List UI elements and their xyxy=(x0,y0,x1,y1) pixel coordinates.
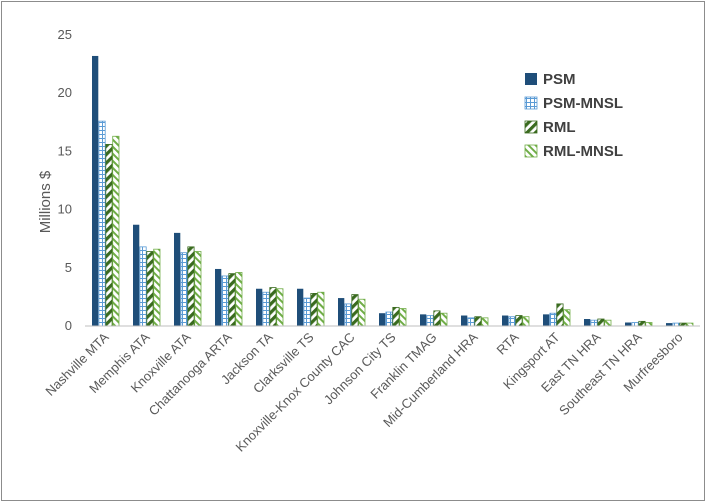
bar-psm-mnsl xyxy=(549,312,557,327)
legend-swatch-rml-mnsl xyxy=(524,144,538,158)
legend-label-rml: RML xyxy=(543,119,576,136)
bar-psm xyxy=(215,268,222,326)
bar-rml xyxy=(638,320,646,327)
bar-psm xyxy=(584,319,591,326)
bar-rml xyxy=(351,294,359,327)
bar-psm xyxy=(543,314,550,326)
legend-label-psm-mnsl: PSM-MNSL xyxy=(543,95,623,112)
bar-rml-mnsl xyxy=(276,288,284,327)
bar-rml-mnsl xyxy=(153,248,161,327)
bar-psm-mnsl xyxy=(262,291,270,327)
bar-psm-mnsl xyxy=(180,252,188,327)
bar-rml xyxy=(392,306,400,327)
bar-psm-mnsl xyxy=(303,297,311,327)
bar-rml-mnsl xyxy=(317,291,325,327)
y-tick-label: 0 xyxy=(65,318,72,333)
bar-rml xyxy=(597,318,605,327)
bar-psm-mnsl xyxy=(139,246,147,327)
bar-rml xyxy=(269,287,277,327)
bar-rml-mnsl xyxy=(522,316,530,327)
bar-psm xyxy=(461,315,468,326)
bar-psm-mnsl xyxy=(221,275,229,327)
bar-rml-mnsl xyxy=(563,309,571,327)
bar-psm-mnsl xyxy=(631,322,639,327)
bar-psm xyxy=(256,288,263,326)
bar-psm-mnsl xyxy=(590,319,598,327)
bar-rml xyxy=(474,316,482,327)
y-tick-label: 20 xyxy=(58,85,72,100)
bar-rml xyxy=(556,303,564,327)
bar-rml-mnsl xyxy=(440,312,448,327)
bar-psm xyxy=(420,314,427,326)
bar-psm xyxy=(379,313,386,326)
bar-rml xyxy=(515,315,523,327)
bar-rml-mnsl xyxy=(194,251,202,327)
bar-psm xyxy=(666,323,673,326)
x-category-label: RTA xyxy=(493,329,521,357)
bar-psm-mnsl xyxy=(467,317,475,327)
x-category-label: Johnson City TS xyxy=(321,329,399,407)
y-tick-label: 10 xyxy=(58,202,72,217)
bar-rml xyxy=(187,246,195,327)
bar-rml xyxy=(310,293,318,327)
bar-rml xyxy=(228,273,236,327)
bar-rml-mnsl xyxy=(399,308,407,327)
legend-swatch-psm xyxy=(525,73,537,85)
bar-rml-mnsl xyxy=(112,135,120,327)
bar-psm-mnsl xyxy=(385,311,393,327)
bar-psm xyxy=(625,322,632,326)
bar-rml-mnsl xyxy=(481,317,489,327)
bar-psm-mnsl xyxy=(508,316,516,327)
bar-rml xyxy=(105,144,113,327)
bar-psm xyxy=(297,288,304,326)
bar-rml xyxy=(146,251,154,327)
bar-rml-mnsl xyxy=(358,298,366,327)
bar-psm xyxy=(174,232,181,326)
bar-psm-mnsl xyxy=(344,303,352,327)
legend-swatch-rml xyxy=(524,120,538,134)
bar-psm xyxy=(502,315,509,326)
bar-psm-mnsl xyxy=(426,315,434,327)
bar-psm xyxy=(338,298,345,326)
y-tick-label: 15 xyxy=(58,143,72,158)
bar-psm-mnsl xyxy=(98,120,106,327)
bar-psm xyxy=(133,224,140,326)
bar-psm xyxy=(92,55,99,326)
legend-label-psm: PSM xyxy=(543,71,576,88)
bar-rml-mnsl xyxy=(235,272,243,327)
y-tick-label: 25 xyxy=(58,27,72,42)
y-axis-label: Millions $ xyxy=(37,170,54,233)
bar-rml xyxy=(433,310,441,327)
legend-swatch-psm-mnsl xyxy=(524,96,538,110)
legend-label-rml-mnsl: RML-MNSL xyxy=(543,143,623,160)
bar-rml-mnsl xyxy=(645,322,653,327)
bar-rml-mnsl xyxy=(604,319,612,327)
y-tick-label: 5 xyxy=(65,260,72,275)
